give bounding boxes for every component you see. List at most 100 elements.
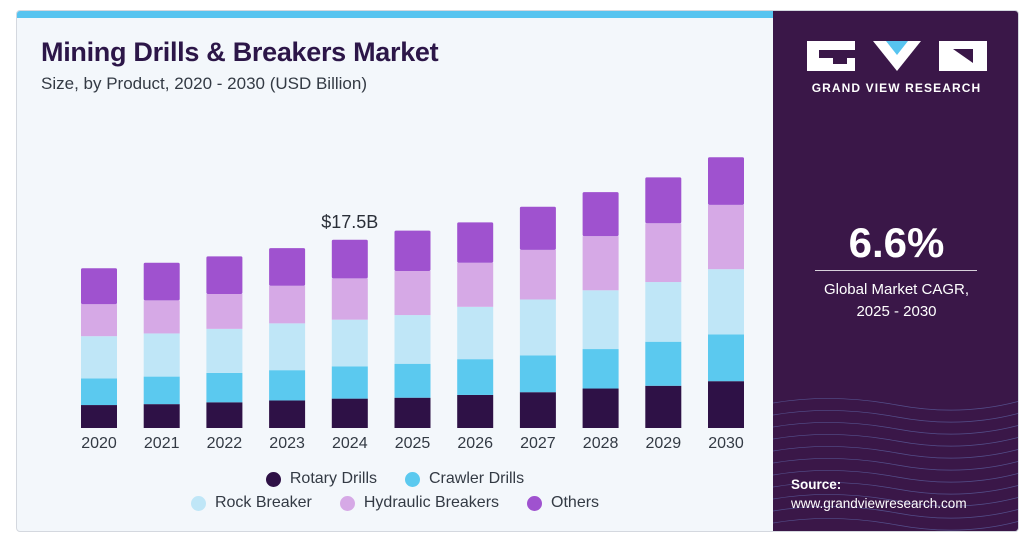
bar-segment-2027-hydraulic-breakers [519,249,556,300]
info-sidebar: GRAND VIEW RESEARCH 6.6% Global Market C… [773,11,1018,531]
bar-segment-2030-rotary-drills [708,381,744,428]
chart-title: Mining Drills & Breakers Market [41,37,439,67]
bar-segment-2026-crawler-drills [457,359,494,395]
chart-subtitle: Size, by Product, 2020 - 2030 (USD Billi… [41,74,367,93]
legend-row-2: Rock Breaker Hydraulic Breakers Others [17,494,773,512]
legend-label-rock: Rock Breaker [214,494,312,511]
bar-segment-2030-others [708,157,744,205]
bar-segment-2028-rotary-drills [582,388,619,428]
bar-segment-2030-crawler-drills [708,334,744,382]
bar-segment-2020-rotary-drills [81,405,117,428]
bar-segment-2025-rock-breaker [394,315,431,364]
bar-segment-2024-crawler-drills [331,366,368,399]
bar-segment-2026-rotary-drills [457,394,494,428]
bar-segment-2028-others [582,192,619,237]
accent-bar [17,11,773,18]
bar-segment-2024-hydraulic-breakers [331,278,368,320]
bar-segment-2025-hydraulic-breakers [394,271,431,316]
legend-label-hydraulic: Hydraulic Breakers [363,494,500,511]
bar-segment-2023-rock-breaker [269,323,306,371]
bar-segment-2020-crawler-drills [81,378,117,406]
legend-hydraulic-breakers: Hydraulic Breakers [339,494,500,512]
bar-segment-2022-hydraulic-breakers [206,293,243,329]
legend-swatch-crawler [405,471,420,487]
bar-segment-2028-rock-breaker [582,290,619,350]
legend-others: Others [527,494,599,512]
bar-segment-2021-rock-breaker [143,333,180,377]
bar-segment-2029-hydraulic-breakers [645,223,682,283]
bar-segment-2021-rotary-drills [143,404,180,428]
bar-segment-2022-rock-breaker [206,328,243,373]
bar-segment-2028-hydraulic-breakers [582,236,619,291]
x-tick-label-2022: 2022 [207,435,243,451]
wave-pattern-decoration [773,398,1018,531]
legend-crawler-drills: Crawler Drills [405,470,524,488]
bar-segment-2026-rock-breaker [457,306,494,360]
bar-segment-2020-others [81,268,117,305]
legend-swatch-rock [190,495,206,511]
x-tick-label-2020: 2020 [81,435,117,451]
bar-segment-2025-rotary-drills [394,397,431,428]
x-tick-label-2027: 2027 [520,435,556,451]
bar-segment-2022-crawler-drills [206,372,243,403]
bar-segment-2022-rotary-drills [206,402,243,428]
bar-segment-2024-rotary-drills [331,398,368,428]
x-tick-label-2029: 2029 [646,435,682,451]
legend-label-rotary: Rotary Drills [289,470,377,487]
legend-swatch-rotary [265,471,281,487]
legend-swatch-others [527,495,543,511]
x-tick-label-2023: 2023 [269,435,305,451]
bar-segment-2029-rotary-drills [645,385,682,428]
bar-segment-2023-rotary-drills [269,400,306,428]
bar-segment-2026-others [457,222,494,263]
source-block: Source: www.grandviewresearch.com [791,475,967,513]
x-tick-label-2026: 2026 [457,435,493,451]
annotation-label-2024: $17.5B [321,212,378,232]
bar-segment-2022-others [206,256,243,294]
x-tick-label-2021: 2021 [144,435,180,451]
cagr-label-line1: Global Market CAGR, [823,281,970,298]
x-tick-label-2024: 2024 [332,435,368,451]
x-tick-label-2025: 2025 [395,435,431,451]
legend-swatch-hydraulic [339,495,355,511]
bar-segment-2023-crawler-drills [269,370,306,401]
bar-segment-2028-crawler-drills [582,349,619,389]
bar-segment-2021-others [143,262,180,301]
bar-segment-2030-hydraulic-breakers [708,204,744,270]
chart-panel: Mining Drills & Breakers Market Size, by… [17,11,773,531]
bar-segment-2027-rotary-drills [519,392,556,428]
stacked-bar-chart: 2020 2021 2022 2023 2024 $17.5B 2025 2026 2027 20… [81,157,744,451]
bar-segment-2025-others [394,230,431,272]
cagr-label: Global Market CAGR, 2025 - 2030 [773,279,1018,323]
legend-rock-breaker: Rock Breaker [190,494,312,512]
legend-row-1: Rotary Drills Crawler Drills [17,470,773,488]
bar-segment-2020-hydraulic-breakers [81,304,117,337]
infographic-card: Mining Drills & Breakers Market Size, by… [16,10,1019,532]
cagr-divider [815,270,977,271]
cagr-value: 6.6% [848,219,945,266]
bar-segment-2021-hydraulic-breakers [143,300,180,334]
grand-view-research-logo-icon [807,41,987,71]
source-label: Source: [791,477,842,492]
bar-segment-2027-others [519,206,556,250]
source-link[interactable]: www.grandviewresearch.com [791,496,967,511]
bar-segment-2023-others [269,248,306,286]
bar-segment-2023-hydraulic-breakers [269,285,306,324]
bar-segment-2029-rock-breaker [645,282,682,342]
brand-name: GRAND VIEW RESEARCH [811,81,982,95]
x-tick-label-2028: 2028 [583,435,619,451]
bar-segment-2027-crawler-drills [519,355,556,393]
bar-segment-2020-rock-breaker [81,336,117,379]
bar-segment-2025-crawler-drills [394,363,431,398]
bar-segment-2029-crawler-drills [645,341,682,386]
bar-segment-2026-hydraulic-breakers [457,262,494,307]
bar-segment-2030-rock-breaker [708,269,744,335]
bar-segment-2024-rock-breaker [331,319,368,367]
legend-label-others: Others [551,494,600,511]
bar-segment-2029-others [645,177,682,224]
bar-segment-2024-others [331,239,368,279]
legend-rotary-drills: Rotary Drills [265,470,377,488]
x-tick-label-2030: 2030 [708,435,744,451]
legend-label-crawler: Crawler Drills [429,470,525,487]
bar-segment-2021-crawler-drills [143,376,180,405]
